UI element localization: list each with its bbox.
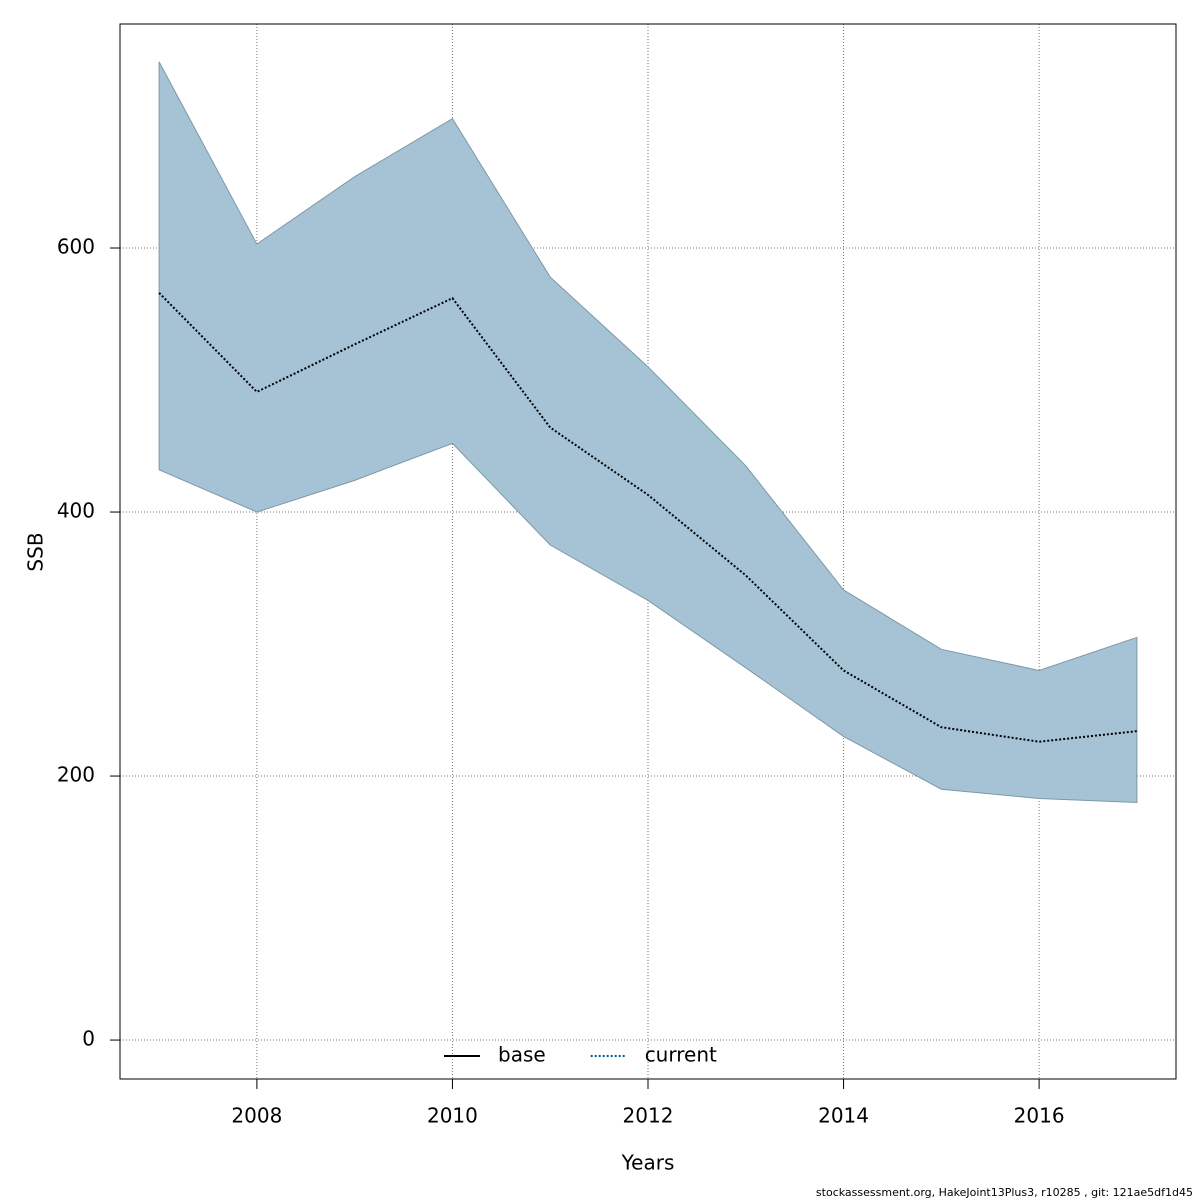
y-tick-label: 200: [57, 763, 95, 787]
confidence-band: [158, 61, 1138, 803]
line: [158, 292, 1137, 743]
y-axis-label: SSB: [24, 532, 48, 571]
x-tick-label: 2008: [231, 1104, 282, 1128]
y-tick-label: 0: [82, 1027, 95, 1051]
x-tick-label: 2014: [818, 1104, 869, 1128]
x-axis-label: Years: [621, 1151, 675, 1175]
x-tick-label: 2012: [623, 1104, 674, 1128]
legend-label: current: [645, 1043, 717, 1067]
legend-label: base: [498, 1043, 546, 1067]
footnote: stockassessment.org, HakeJoint13Plus3, r…: [816, 1186, 1193, 1199]
x-tick-label: 2010: [427, 1104, 478, 1128]
y-tick-label: 400: [57, 499, 95, 523]
y-tick-label: 600: [57, 235, 95, 259]
plot-frame: [119, 23, 1177, 1080]
x-tick-label: 2016: [1014, 1104, 1065, 1128]
